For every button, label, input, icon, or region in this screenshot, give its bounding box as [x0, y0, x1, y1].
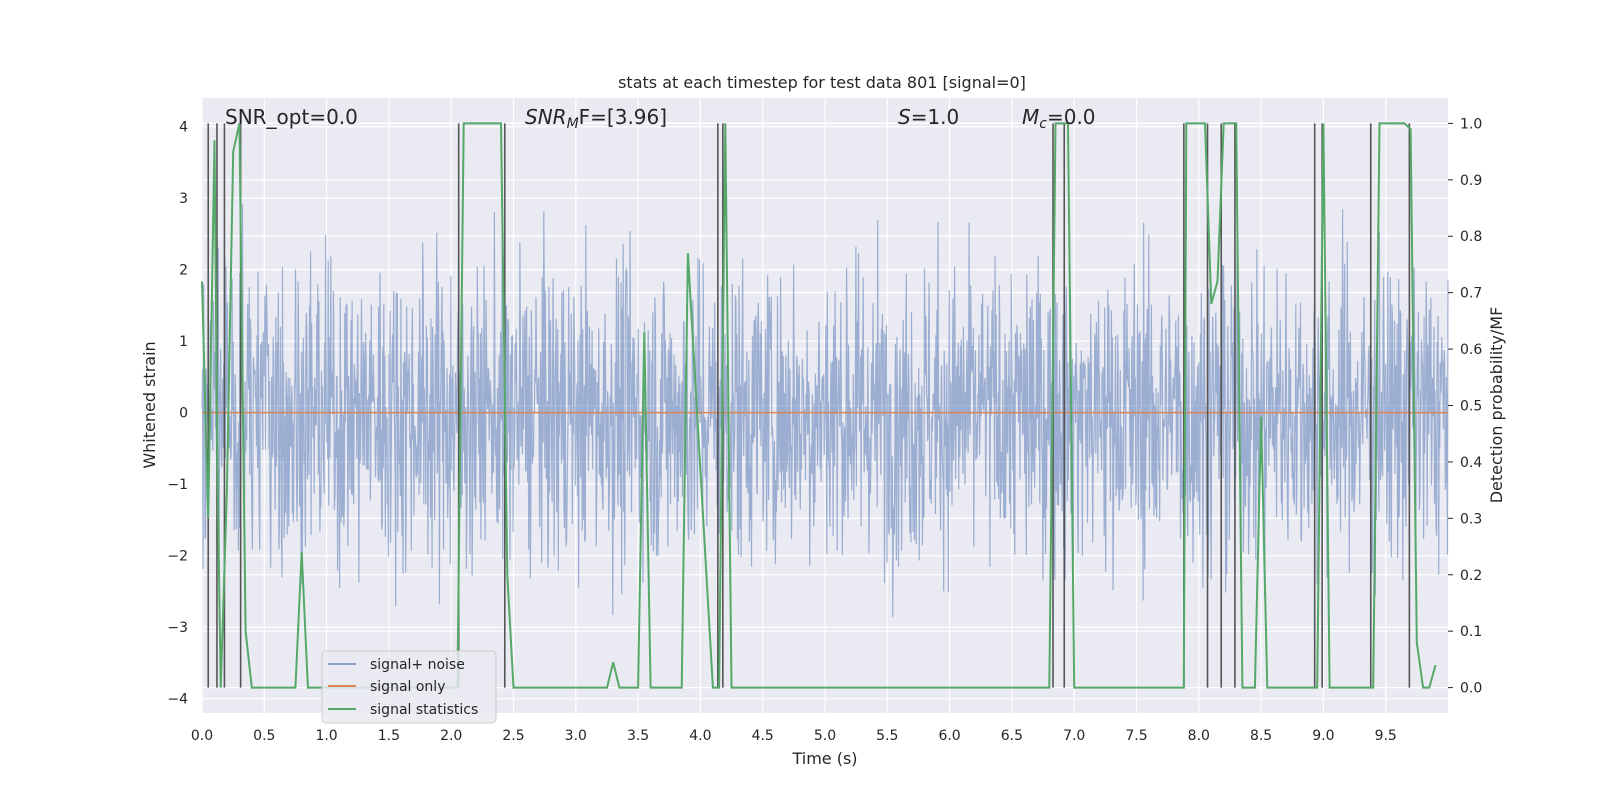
x-tick-label: 8.0 — [1188, 728, 1210, 744]
x-tick-label: 1.5 — [378, 728, 400, 744]
x-tick-label: 3.0 — [565, 728, 587, 744]
x-tick-label: 0.5 — [253, 728, 275, 744]
x-tick-label: 4.5 — [752, 728, 774, 744]
y-axis-ticks: 4 3 2 1 0 −1 −2 −3 −4 — [167, 120, 188, 708]
legend-label-signal-noise: signal+ noise — [370, 657, 465, 673]
x-tick-label: 6.5 — [1001, 728, 1023, 744]
x-axis-label: Time (s) — [791, 749, 857, 768]
x-tick-label: 0.0 — [191, 728, 213, 744]
x-tick-label: 5.5 — [876, 728, 898, 744]
x-tick-label: 7.0 — [1063, 728, 1085, 744]
y-right-tick-label: 0.1 — [1460, 624, 1482, 640]
annotation-snr-mf: SNRMF=[3.96] — [525, 105, 667, 132]
x-tick-label: 1.0 — [315, 728, 337, 744]
y-tick-label: 2 — [179, 263, 188, 279]
x-tick-label: 4.0 — [689, 728, 711, 744]
y-right-tick-label: 0.3 — [1460, 511, 1482, 527]
x-tick-label: 2.5 — [502, 728, 524, 744]
x-tick-label: 3.5 — [627, 728, 649, 744]
legend-label-signal-statistics: signal statistics — [370, 702, 478, 718]
legend-box — [321, 650, 497, 724]
annotation-snr-opt: SNR_opt=0.0 — [225, 105, 358, 129]
annotation-s: S=1.0 — [898, 105, 959, 129]
y-tick-label: −3 — [167, 620, 188, 636]
signal-statistics-line — [201, 122, 1437, 689]
x-tick-label: 9.0 — [1312, 728, 1334, 744]
y-tick-label: 3 — [179, 191, 188, 207]
y-right-tick-label: 1.0 — [1460, 116, 1482, 132]
x-tick-label: 2.0 — [440, 728, 462, 744]
chart-title: stats at each timestep for test data 801… — [618, 73, 1026, 92]
y-axis-right-label: Detection probability/MF — [1487, 307, 1506, 504]
annotation-snr-mf-tail: F=[3.96] — [579, 105, 667, 129]
y-right-tick-label: 0.2 — [1460, 568, 1482, 584]
x-axis-ticks: 0.0 0.5 1.0 1.5 2.0 2.5 3.0 3.5 4.0 4.5 5.0 5.5 6.0 6… — [191, 728, 1397, 744]
y-tick-label: 1 — [179, 334, 188, 350]
y-right-tick-label: 0.7 — [1460, 286, 1482, 302]
y-right-tick-label: 0.5 — [1460, 399, 1482, 415]
annotation-s-tail: =1.0 — [911, 105, 960, 129]
y-tick-label: −4 — [167, 692, 188, 708]
y-axis-right-ticks: 1.0 0.9 0.8 0.7 0.6 0.5 0.4 0.3 0.2 0.1 0.0 — [1448, 116, 1482, 697]
y-right-tick-label: 0.6 — [1460, 342, 1482, 358]
legend: signal+ noise signal only signal statist… — [321, 650, 497, 724]
x-tick-label: 9.5 — [1375, 728, 1397, 744]
annotation-s-label: S — [898, 105, 911, 129]
y-tick-label: −2 — [167, 549, 188, 565]
y-tick-label: 4 — [179, 120, 188, 136]
y-right-tick-label: 0.0 — [1460, 681, 1482, 697]
x-tick-label: 8.5 — [1250, 728, 1272, 744]
y-axis-label: Whitened strain — [140, 341, 159, 468]
x-tick-label: 7.5 — [1125, 728, 1147, 744]
annotation-mc: Mc=0.0 — [1022, 105, 1096, 132]
legend-label-signal-only: signal only — [370, 679, 445, 695]
x-tick-label: 6.0 — [938, 728, 960, 744]
annotation-mc-label: M — [1022, 105, 1039, 129]
y-tick-label: 0 — [179, 406, 188, 422]
x-tick-label: 5.0 — [814, 728, 836, 744]
y-tick-label: −1 — [167, 477, 188, 493]
annotation-mc-sub: c — [1039, 116, 1047, 132]
y-right-tick-label: 0.9 — [1460, 173, 1482, 189]
series-signal-statistics — [201, 122, 1437, 689]
y-right-tick-label: 0.4 — [1460, 455, 1482, 471]
annotation-mc-tail: =0.0 — [1047, 105, 1096, 129]
y-right-tick-label: 0.8 — [1460, 229, 1482, 245]
annotation-snr-mf-label: SNR — [525, 105, 567, 129]
annotation-snr-mf-sub: M — [567, 116, 579, 132]
